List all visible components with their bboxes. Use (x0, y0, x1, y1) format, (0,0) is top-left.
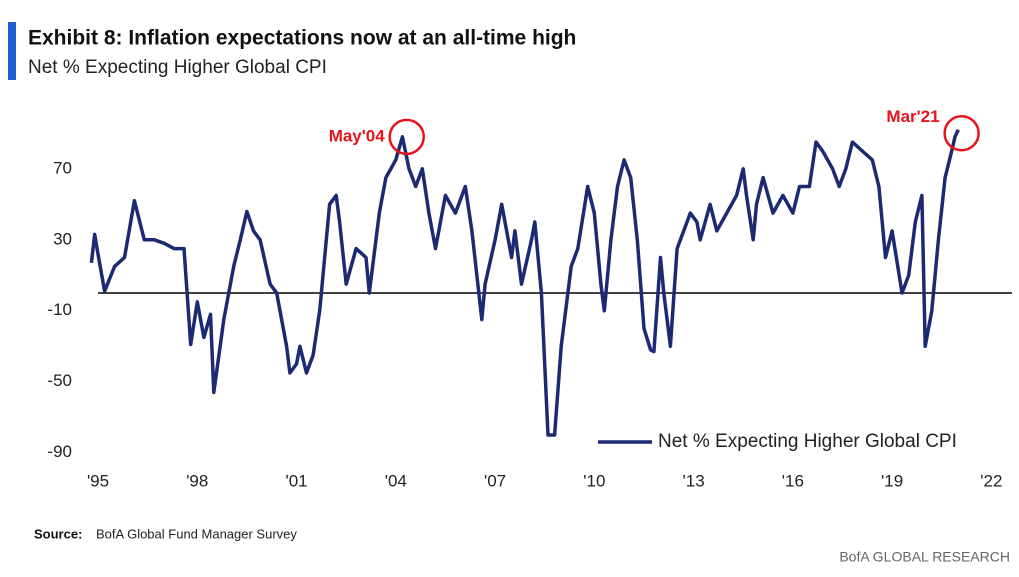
chart-subtitle: Net % Expecting Higher Global CPI (28, 57, 327, 78)
branding: BofA GLOBAL RESEARCH (839, 549, 1010, 565)
x-tick-label: '01 (285, 471, 307, 490)
title-accent (8, 22, 16, 80)
y-tick-label: 30 (53, 229, 72, 248)
x-tick-label: '07 (484, 471, 506, 490)
source-label: Source: (34, 526, 82, 541)
x-tick-label: '22 (980, 471, 1002, 490)
y-tick-label: -10 (47, 300, 72, 319)
annotation-label: May'04 (329, 126, 386, 145)
x-tick-label: '13 (683, 471, 705, 490)
chart-title: Exhibit 8: Inflation expectations now at… (28, 27, 576, 50)
x-tick-label: '95 (87, 471, 109, 490)
x-tick-label: '16 (782, 471, 804, 490)
y-tick-label: -90 (47, 442, 72, 461)
x-tick-label: '04 (385, 471, 407, 490)
y-tick-label: -50 (47, 371, 72, 390)
annotation-circle (388, 118, 425, 156)
annotation-circle (943, 115, 980, 152)
data-line (89, 128, 960, 437)
legend-label: Net % Expecting Higher Global CPI (658, 431, 957, 452)
x-tick-label: '19 (881, 471, 903, 490)
x-tick-label: '10 (583, 471, 605, 490)
y-tick-label: 70 (53, 158, 72, 177)
source: BofA Global Fund Manager Survey (96, 526, 297, 541)
annotation-label: Mar'21 (886, 107, 939, 126)
x-tick-label: '98 (186, 471, 208, 490)
